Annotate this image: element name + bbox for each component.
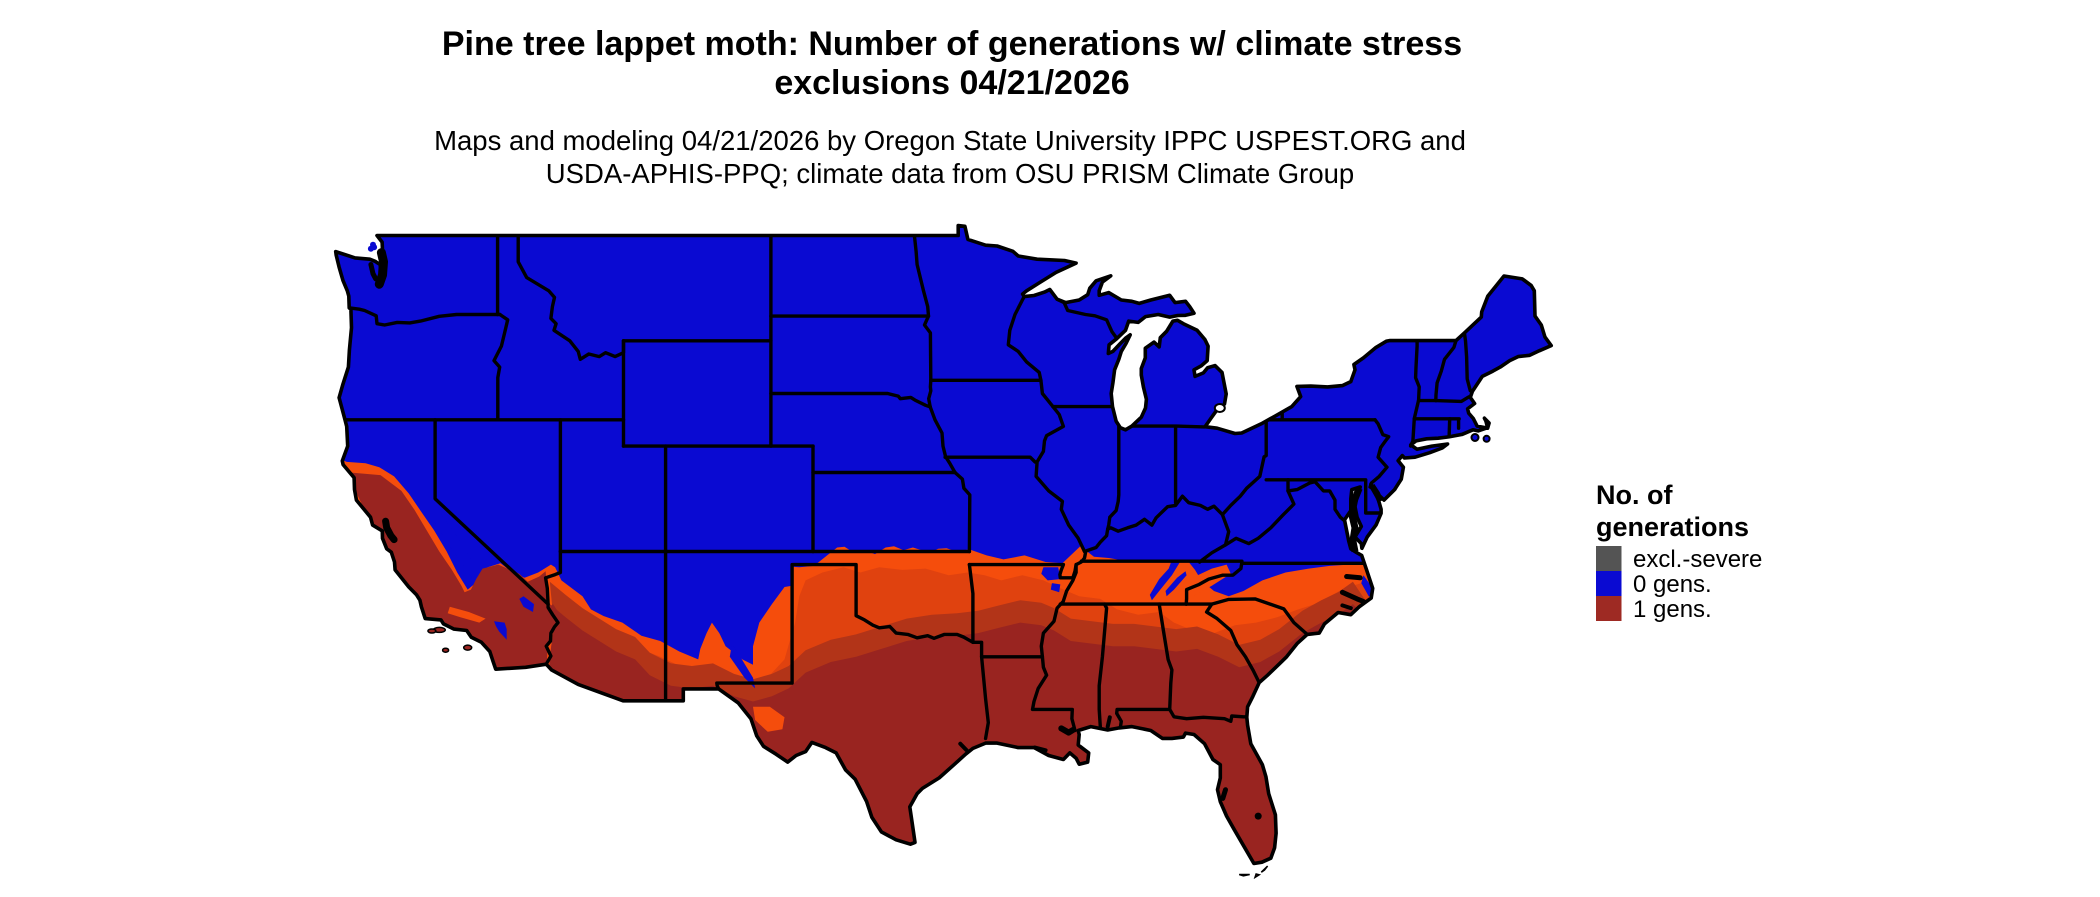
svg-text:0 gens.: 0 gens. [1633,571,1712,598]
svg-text:generations: generations [1596,512,1749,542]
svg-text:No. of: No. of [1596,480,1673,510]
svg-text:1 gens.: 1 gens. [1633,596,1712,623]
svg-text:excl.-severe: excl.-severe [1633,546,1762,573]
